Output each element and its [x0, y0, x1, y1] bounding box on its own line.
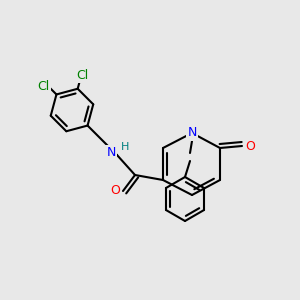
- Text: H: H: [121, 142, 129, 152]
- Text: O: O: [245, 140, 255, 152]
- Text: O: O: [110, 184, 120, 197]
- Text: N: N: [187, 127, 197, 140]
- Text: Cl: Cl: [38, 80, 50, 93]
- Text: N: N: [106, 146, 116, 160]
- Text: Cl: Cl: [76, 69, 89, 82]
